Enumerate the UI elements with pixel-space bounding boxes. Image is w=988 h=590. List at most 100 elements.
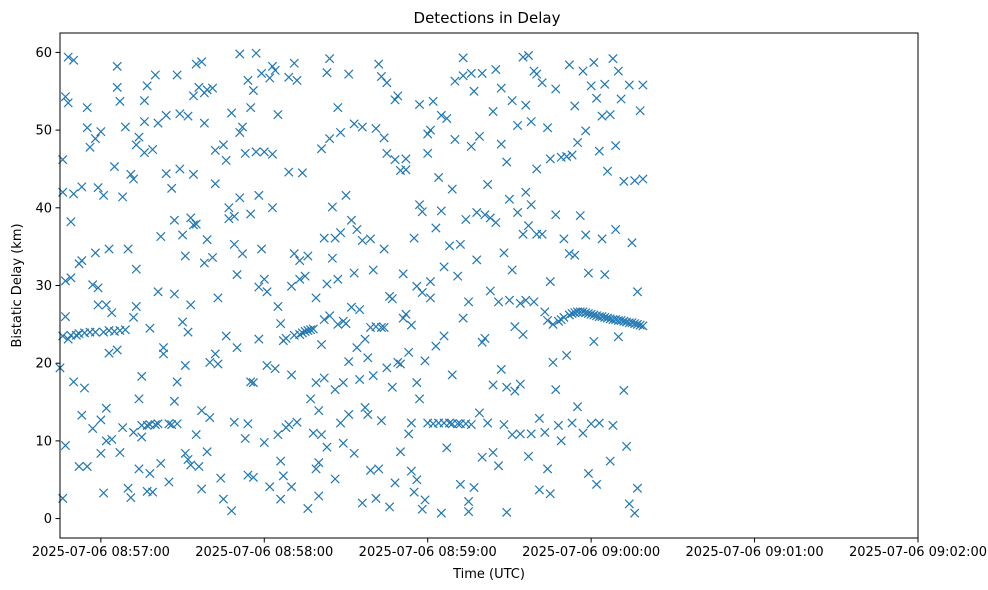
- data-point: [589, 310, 599, 320]
- data-point: [409, 233, 419, 243]
- data-point: [600, 79, 610, 89]
- data-point: [180, 251, 190, 261]
- data-point: [551, 84, 561, 94]
- data-point: [515, 298, 525, 308]
- data-point: [567, 418, 577, 428]
- data-point: [71, 330, 81, 340]
- y-tick-label: 0: [44, 512, 52, 527]
- data-point: [425, 276, 436, 287]
- data-point: [128, 427, 139, 437]
- data-point: [327, 253, 338, 263]
- data-point: [540, 427, 550, 437]
- data-point: [515, 429, 525, 439]
- data-point: [613, 332, 624, 342]
- data-point: [458, 313, 468, 323]
- data-point: [507, 265, 517, 275]
- data-point: [474, 131, 485, 141]
- data-point: [363, 409, 373, 420]
- data-point: [180, 360, 190, 371]
- data-point: [229, 239, 239, 249]
- data-point: [379, 133, 389, 143]
- data-point: [354, 304, 365, 315]
- data-point: [131, 140, 141, 150]
- data-point: [205, 412, 215, 423]
- data-point: [226, 108, 237, 118]
- data-point: [177, 230, 188, 240]
- data-point: [526, 429, 536, 439]
- data-point: [254, 334, 264, 344]
- data-point: [327, 202, 338, 212]
- data-point: [60, 311, 71, 322]
- data-point: [605, 109, 615, 120]
- data-point: [491, 64, 501, 75]
- data-point: [466, 68, 476, 79]
- data-point: [281, 333, 291, 343]
- data-point: [431, 223, 441, 233]
- data-point: [545, 489, 555, 499]
- data-point: [463, 297, 474, 307]
- data-point: [177, 317, 188, 327]
- data-point: [477, 68, 487, 79]
- data-point: [463, 496, 474, 507]
- x-tick-label: 2025-07-06 08:57:00: [32, 545, 170, 560]
- data-point: [581, 126, 591, 136]
- data-point: [621, 441, 632, 451]
- data-point: [205, 357, 215, 368]
- data-point: [469, 482, 479, 493]
- data-point: [316, 430, 327, 440]
- data-point: [335, 418, 346, 428]
- data-point: [488, 106, 498, 117]
- data-point: [191, 59, 201, 69]
- data-point: [395, 447, 406, 457]
- data-point: [542, 123, 553, 133]
- data-point: [341, 318, 351, 329]
- data-point: [602, 313, 613, 323]
- data-point: [444, 418, 455, 428]
- data-point: [510, 386, 520, 396]
- data-point: [349, 119, 359, 129]
- data-point: [638, 321, 648, 331]
- data-point: [393, 91, 403, 101]
- data-point: [600, 312, 610, 322]
- data-point: [632, 483, 643, 493]
- data-point: [395, 359, 406, 369]
- data-point: [447, 370, 457, 380]
- data-point: [578, 66, 588, 76]
- data-point: [591, 93, 602, 103]
- data-point: [572, 402, 583, 412]
- data-point: [246, 102, 256, 113]
- data-point: [142, 81, 152, 91]
- data-point: [164, 477, 174, 487]
- data-point: [455, 479, 466, 490]
- data-point: [507, 430, 517, 440]
- data-point: [77, 256, 87, 266]
- data-point: [371, 493, 381, 504]
- data-point: [145, 323, 155, 333]
- data-point: [188, 91, 199, 101]
- data-point: [439, 331, 449, 341]
- data-point: [295, 274, 305, 284]
- data-point: [605, 456, 615, 466]
- data-point: [66, 217, 76, 227]
- data-point: [526, 200, 536, 210]
- data-point: [199, 118, 209, 128]
- data-point: [210, 349, 220, 359]
- data-point: [142, 420, 152, 430]
- data-point: [68, 189, 79, 199]
- data-point: [559, 312, 569, 322]
- data-point: [169, 215, 180, 225]
- data-point: [453, 419, 463, 429]
- data-point: [303, 251, 313, 261]
- data-point: [542, 464, 553, 474]
- data-point: [202, 447, 212, 457]
- data-point: [371, 123, 381, 134]
- data-point: [423, 129, 433, 139]
- data-point: [502, 382, 512, 392]
- data-point: [341, 190, 351, 201]
- data-point: [278, 471, 288, 481]
- data-point: [210, 179, 220, 189]
- data-point: [512, 207, 523, 218]
- data-point: [439, 262, 449, 272]
- data-point: [319, 373, 329, 383]
